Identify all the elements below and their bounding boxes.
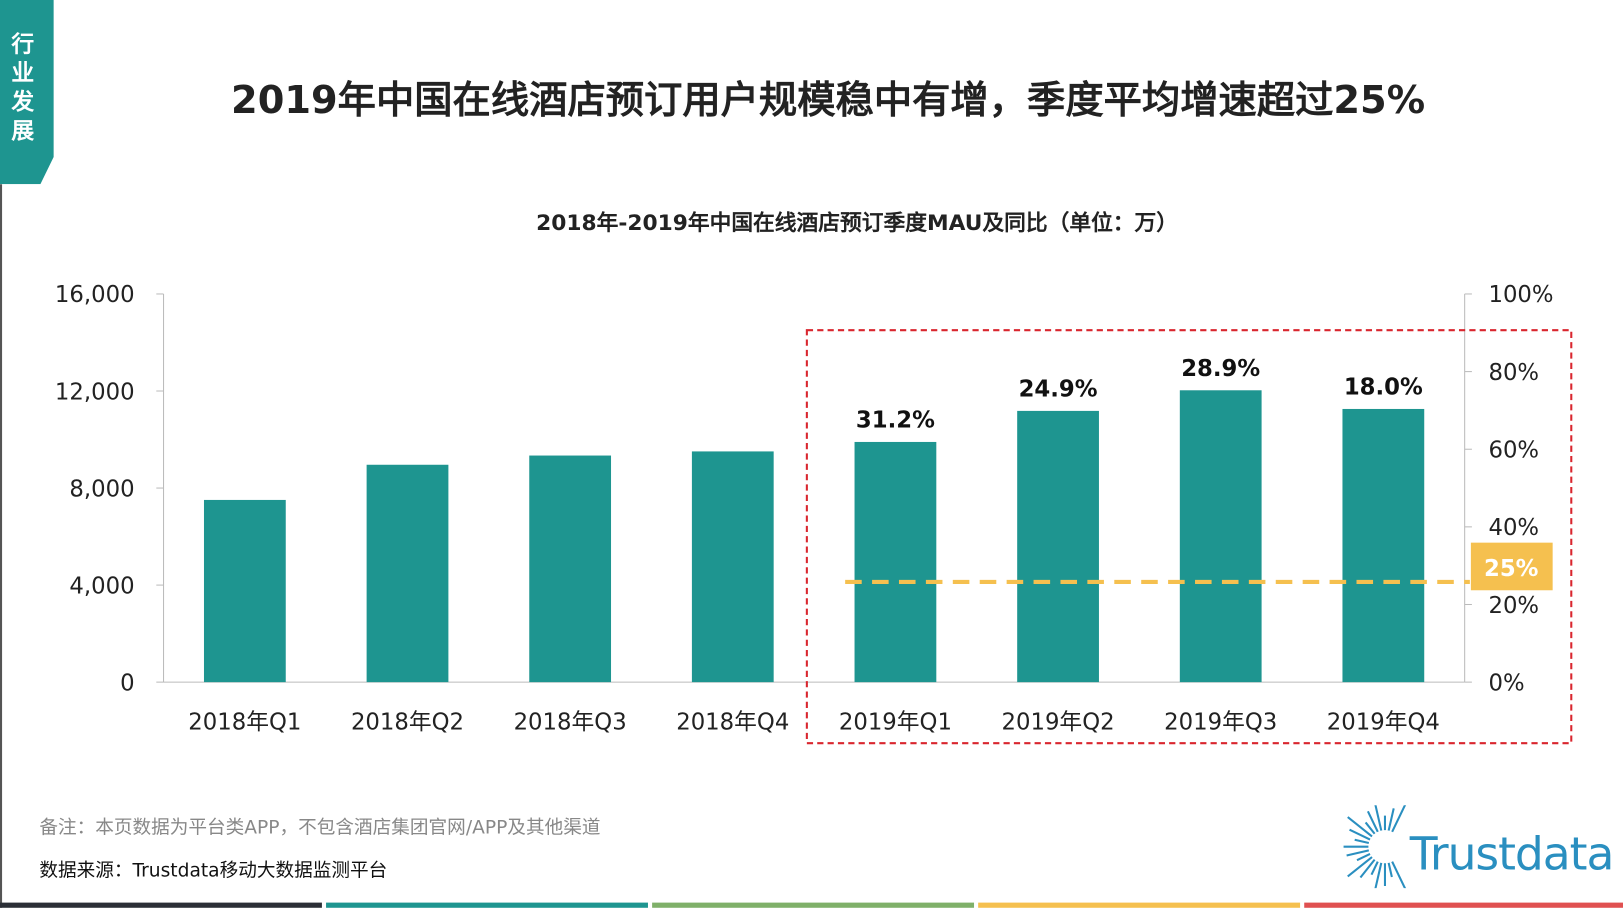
y-tick-label: 0: [120, 670, 134, 696]
x-tick-label: 2018年Q4: [676, 710, 789, 736]
bar: [1342, 408, 1425, 683]
footnote: 备注：本页数据为平台类APP，不包含酒店集团官网/APP及其他渠道: [39, 816, 601, 839]
footer-color-bar: [0, 902, 322, 908]
footer-color-bar: [1304, 902, 1623, 908]
y2-tick-label: 20%: [1488, 593, 1539, 619]
x-tick-label: 2019年Q1: [839, 710, 952, 736]
bar: [691, 451, 774, 683]
y-tick-label: 8,000: [69, 476, 134, 502]
y2-tick-label: 100%: [1488, 282, 1553, 308]
bar: [854, 441, 937, 683]
footer-color-bar: [978, 902, 1301, 908]
trustdata-logo-icon: [1343, 805, 1407, 889]
bar: [366, 464, 449, 683]
average-label-box: [1470, 542, 1553, 591]
bar: [1017, 410, 1099, 683]
y-tick-label: 16,000: [55, 282, 135, 308]
footer-color-bar: [652, 902, 975, 908]
highlight-box: [805, 329, 1573, 745]
yoy-label: 31.2%: [856, 407, 935, 433]
x-tick-label: 2018年Q2: [351, 710, 464, 736]
footer-color-bar: [326, 902, 648, 908]
logo-text: Trustdata: [1409, 828, 1615, 881]
x-tick-label: 2019年Q3: [1164, 710, 1277, 736]
y2-tick-label: 80%: [1488, 360, 1539, 386]
y-tick-label: 4,000: [69, 573, 134, 599]
bar: [203, 499, 286, 683]
x-tick-label: 2019年Q2: [1002, 710, 1115, 736]
x-tick-label: 2018年Q1: [188, 710, 301, 736]
y2-tick-label: 40%: [1488, 515, 1539, 541]
page-title: 2019年中国在线酒店预订用户规模稳中有增，季度平均增速超过25%: [231, 77, 1426, 123]
y2-tick-label: 0%: [1488, 670, 1524, 696]
x-tick-label: 2018年Q3: [514, 710, 627, 736]
yoy-label: 28.9%: [1181, 356, 1260, 382]
x-tick-label: 2019年Q4: [1327, 710, 1440, 736]
left-border: [0, 184, 3, 908]
bar: [1179, 390, 1262, 683]
chart-title: 2018年-2019年中国在线酒店预订季度MAU及同比（单位：万）: [536, 210, 1179, 235]
source-note: 数据来源：Trustdata移动大数据监测平台: [39, 860, 388, 882]
section-tag-label: 行业发展: [11, 32, 35, 145]
yoy-label: 18.0%: [1344, 374, 1423, 400]
section-tag: 行业发展: [0, 0, 54, 185]
y-tick-label: 12,000: [55, 379, 135, 405]
y2-tick-label: 60%: [1488, 438, 1539, 464]
yoy-label: 24.9%: [1019, 376, 1098, 402]
bar: [529, 455, 612, 683]
average-label: 25%: [1484, 556, 1539, 582]
